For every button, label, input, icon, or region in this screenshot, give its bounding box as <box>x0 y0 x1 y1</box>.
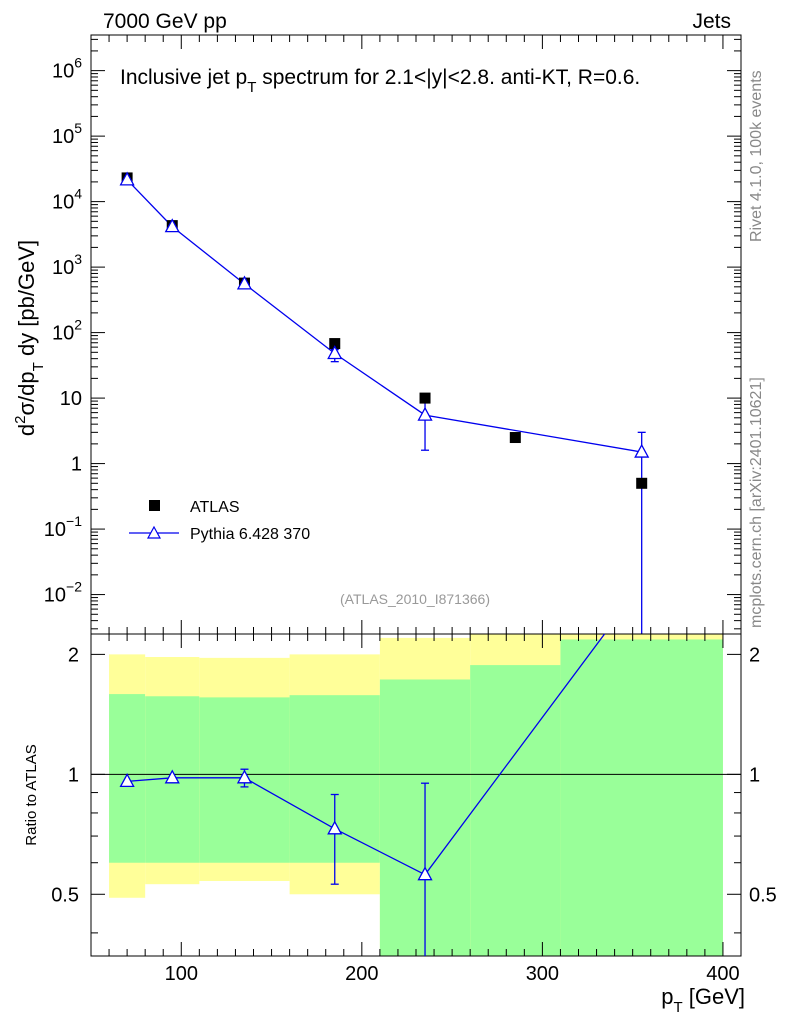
atlas-data-point <box>509 432 521 444</box>
x-tick-label: 100 <box>165 963 198 985</box>
ratio-y-tick-label-left: 1 <box>68 764 79 786</box>
main-y-tick-label: 104 <box>52 186 82 214</box>
ratio-y-tick-label-right: 2 <box>749 644 760 666</box>
pythia-data-point <box>119 171 135 186</box>
x-tick-label: 200 <box>345 963 378 985</box>
main-y-tick-label: 102 <box>52 317 82 345</box>
legend-atlas-label: ATLAS <box>190 499 240 516</box>
ratio-data-point <box>164 769 180 784</box>
ratio-y-axis-label: Ratio to ATLAS <box>23 744 40 845</box>
mcplots-source-label: mcplots.cern.ch [arXiv:2401.10621] <box>748 377 765 628</box>
legend-atlas-marker <box>149 500 160 511</box>
main-y-tick-label: 10−1 <box>44 513 82 541</box>
ratio-series-line <box>127 633 606 876</box>
ratio-data-point <box>119 773 135 788</box>
atlas-data-point <box>329 338 341 350</box>
main-y-tick-label: 105 <box>52 120 82 148</box>
main-y-tick-label: 103 <box>52 251 82 279</box>
main-plot-title: Inclusive jet pT spectrum for 2.1<|y|<2.… <box>120 66 640 96</box>
atlas-data-point <box>419 392 431 404</box>
legend: ATLAS Pythia 6.428 370 <box>129 499 310 543</box>
ratio-y-tick-label-left: 0.5 <box>51 884 79 906</box>
x-axis-label: pT [GeV] <box>661 984 745 1016</box>
main-y-tick-label: 1 <box>71 454 82 476</box>
pythia-data-point <box>634 443 650 458</box>
pythia-data-point <box>164 218 180 233</box>
pythia-data-point <box>417 406 433 421</box>
main-y-tick-label: 10−2 <box>44 579 82 607</box>
pythia-data-point <box>236 275 253 290</box>
pythia-series-line <box>126 179 642 453</box>
analysis-tag: (ATLAS_2010_I871366) <box>340 591 490 607</box>
header-process-label: Jets <box>692 10 731 33</box>
ratio-data-point <box>327 820 343 835</box>
legend-pythia-marker <box>146 525 162 539</box>
ratio-green-band <box>560 639 723 956</box>
ratio-y-tick-label-left: 2 <box>68 644 79 666</box>
ratio-green-band <box>470 665 561 956</box>
ratio-y-tick-label-right: 1 <box>749 764 760 786</box>
ratio-y-tick-label-right: 0.5 <box>749 884 777 906</box>
header-energy-label: 7000 GeV pp <box>103 10 227 33</box>
rivet-version-label: Rivet 4.1.0, 100k events <box>748 70 765 242</box>
main-y-tick-label: 10 <box>60 388 82 410</box>
ratio-data-point <box>417 866 433 881</box>
main-y-tick-label: 106 <box>52 55 82 83</box>
atlas-data-point <box>636 477 648 489</box>
legend-pythia-label: Pythia 6.428 370 <box>190 526 310 543</box>
x-tick-label: 300 <box>526 963 559 985</box>
ratio-data-point <box>236 769 253 784</box>
pythia-data-point <box>327 345 343 360</box>
main-y-axis-label: d2σ/dpT dy [pb/GeV] <box>12 240 47 436</box>
x-tick-label: 400 <box>706 963 739 985</box>
main-panel-frame <box>90 34 742 635</box>
